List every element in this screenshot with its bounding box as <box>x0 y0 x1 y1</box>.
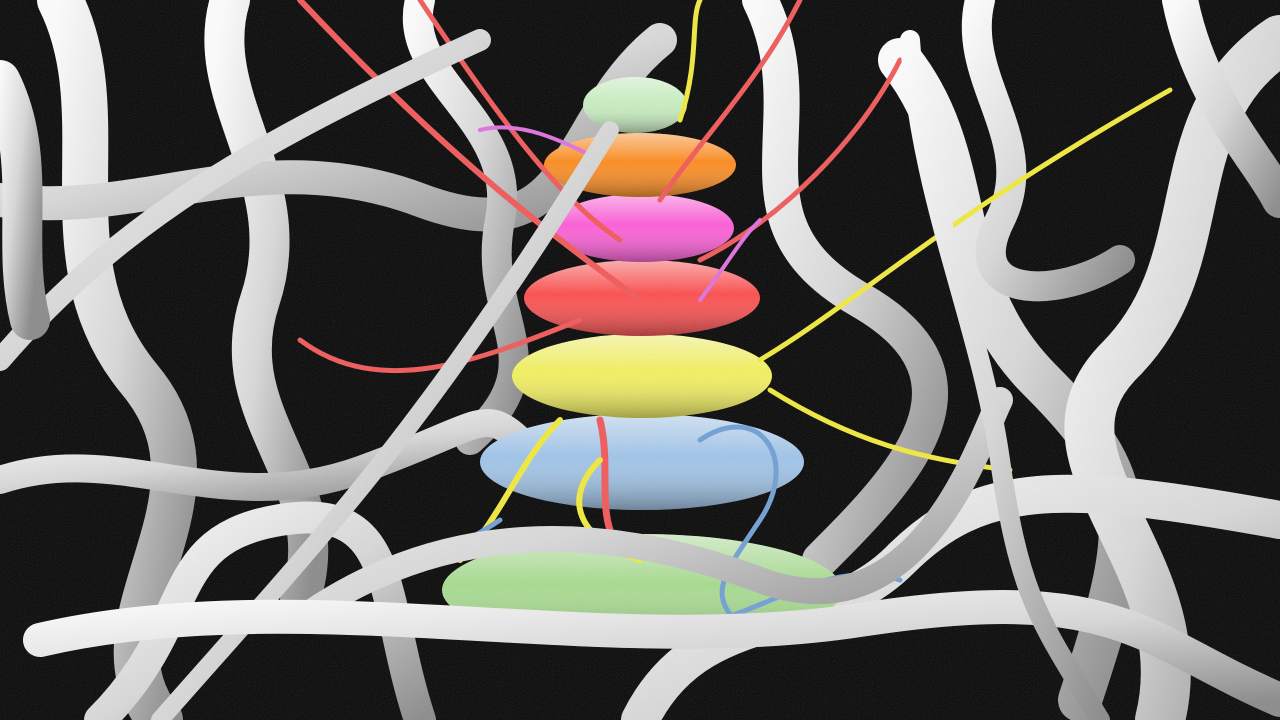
abstract-3d-scene <box>0 0 1280 720</box>
film-grain <box>0 0 1280 720</box>
